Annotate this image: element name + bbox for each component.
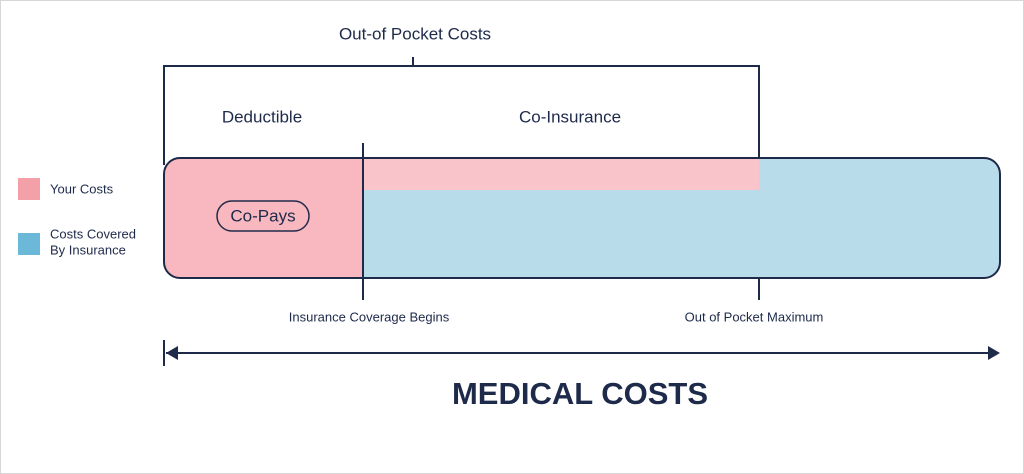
axis-label: MEDICAL COSTS	[452, 376, 708, 411]
deductible-area	[164, 158, 363, 278]
legend-label: By Insurance	[50, 242, 126, 257]
co-pays-label: Co-Pays	[230, 206, 295, 225]
coinsurance-covered	[363, 190, 759, 278]
marker-label: Out of Pocket Maximum	[685, 309, 824, 324]
coinsurance-your-share	[363, 158, 759, 190]
co-pays-pill	[216, 200, 310, 232]
legend-label: Your Costs	[50, 181, 114, 196]
legend-label: Costs Covered	[50, 226, 136, 241]
cost-bar	[164, 158, 1000, 278]
legend-swatch	[18, 233, 40, 255]
full-coverage-area	[759, 158, 1000, 278]
phase-label: Co-Insurance	[519, 107, 621, 126]
bracket-title: Out-of Pocket Costs	[339, 24, 491, 43]
legend-swatch	[18, 178, 40, 200]
marker-label: Insurance Coverage Begins	[289, 309, 450, 324]
phase-label: Deductible	[222, 107, 302, 126]
bar-outline	[163, 157, 1001, 279]
